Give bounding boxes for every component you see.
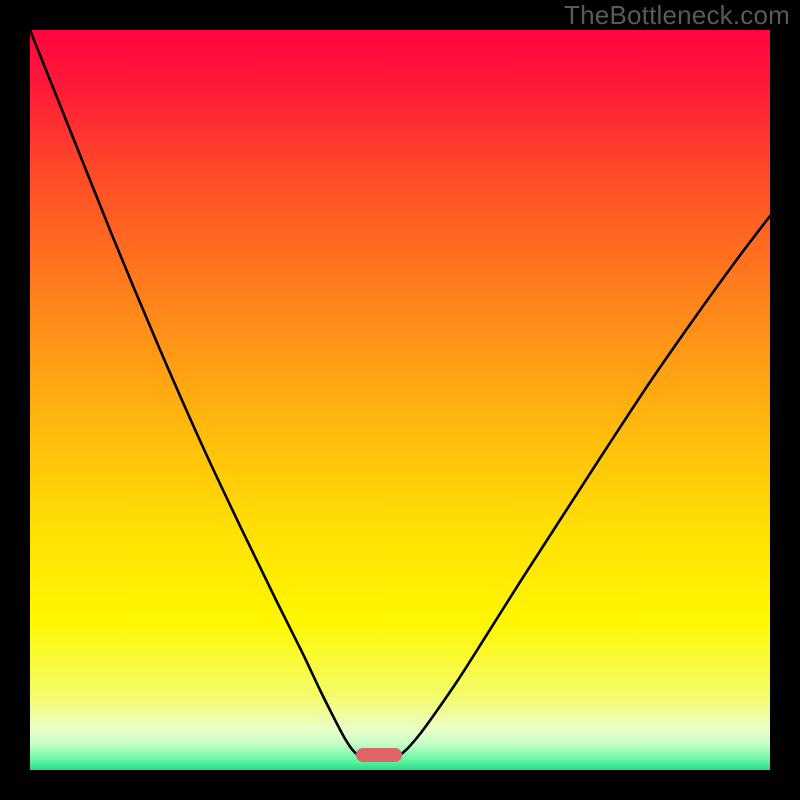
watermark-text: TheBottleneck.com — [564, 0, 790, 31]
plot-background — [30, 30, 770, 770]
bottom-marker — [356, 748, 402, 762]
chart-frame: TheBottleneck.com — [0, 0, 800, 800]
bottleneck-chart — [0, 0, 800, 800]
